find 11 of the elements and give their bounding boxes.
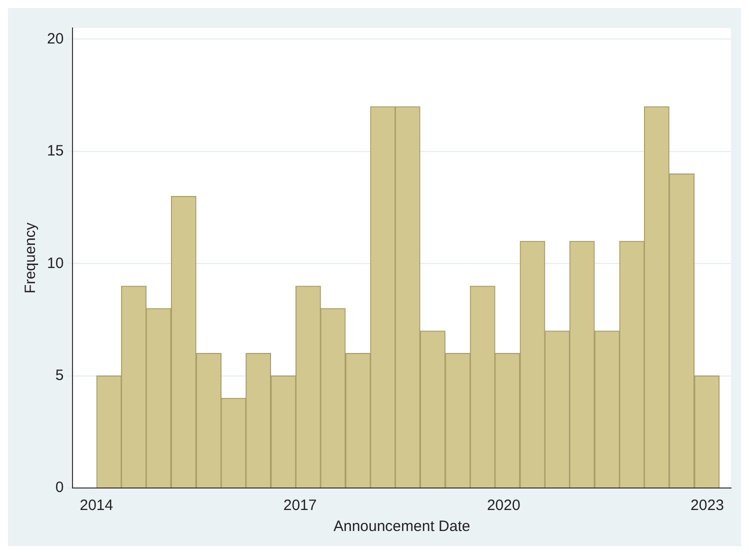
x-tick-label: 2023 [690, 497, 724, 514]
x-axis-title: Announcement Date [333, 518, 470, 536]
y-tick-label: 5 [55, 366, 64, 384]
y-axis-title: Frequency [22, 222, 40, 294]
x-tick-label: 2020 [486, 497, 520, 514]
y-tick-label: 0 [55, 479, 64, 496]
y-tick-label: 15 [46, 142, 64, 160]
y-tick-label: 10 [46, 254, 64, 272]
x-tick-label: 2017 [283, 497, 317, 514]
x-tick-label: 2014 [80, 497, 114, 514]
y-tick-label: 20 [46, 30, 64, 48]
